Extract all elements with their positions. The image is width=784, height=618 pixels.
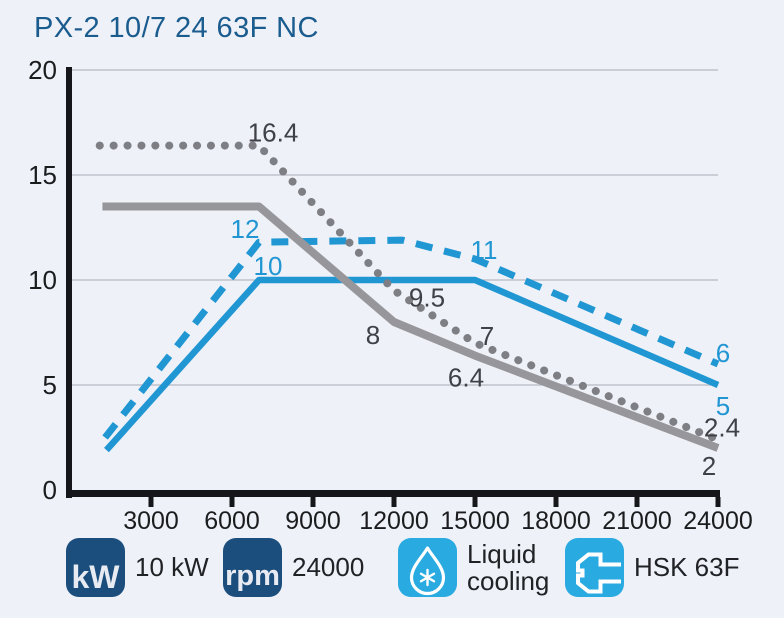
x-tick (229, 497, 235, 507)
rpm-badge-text: rpm (225, 560, 280, 592)
x-tick-label: 6000 (204, 507, 260, 535)
point-label: 11 (471, 235, 498, 265)
kw-badge-text: kW (72, 559, 121, 595)
point-label: 6.4 (448, 363, 484, 393)
y-tick-label: 20 (28, 55, 57, 85)
x-tick (715, 497, 721, 507)
liquid-cooling-icon (398, 538, 457, 597)
x-tick-label: 12000 (359, 507, 429, 535)
x-tick (391, 497, 397, 507)
power-value-label: 10 kW (135, 552, 209, 582)
point-label: 10 (254, 251, 283, 281)
spec-legend: kW 10 kW rpm 24000 Liquid cooling (0, 538, 784, 598)
x-tick-label: 9000 (285, 507, 341, 535)
series-blue-dashed (102, 236, 720, 440)
x-tick (634, 497, 640, 507)
x-tick-label: 24000 (683, 507, 753, 535)
x-tick (553, 497, 559, 507)
toolholder-label: HSK 63F (634, 552, 740, 582)
point-label: 5 (716, 391, 730, 421)
point-label: 2.4 (704, 413, 740, 443)
point-label: 9.5 (409, 283, 445, 313)
x-tick (472, 497, 478, 507)
y-axis (66, 67, 72, 498)
series-blue-solid (104, 276, 720, 453)
legend-item-speed: rpm 24000 (223, 538, 364, 597)
legend-item-power: kW 10 kW (66, 538, 209, 597)
hsk-toolholder-icon (565, 538, 624, 597)
x-tick-label: 3000 (123, 507, 179, 535)
point-label: 6 (716, 338, 730, 368)
point-label: 16.4 (248, 118, 299, 148)
y-tick-label: 10 (28, 265, 57, 295)
snowflake-icon (419, 568, 436, 587)
x-tick-label: 18000 (521, 507, 591, 535)
x-tick-label: 15000 (440, 507, 510, 535)
speed-value-label: 24000 (292, 552, 365, 582)
kw-badge-icon: kW (66, 538, 125, 597)
y-tick-label: 5 (43, 370, 57, 400)
point-label: 2 (702, 451, 716, 481)
x-tick (310, 497, 316, 507)
rpm-badge-icon: rpm (223, 538, 282, 597)
y-tick-label: 0 (43, 475, 57, 505)
y-tick-label: 15 (28, 160, 57, 190)
page-title: PX-2 10/7 24 63F NC (34, 12, 319, 44)
point-label: 7 (480, 321, 494, 351)
legend-item-cooling: Liquid cooling (398, 538, 549, 597)
series-gray-solid (102, 202, 720, 452)
x-axis (66, 490, 720, 497)
x-tick (148, 497, 154, 507)
power-torque-chart: 3000 6000 9000 12000 15000 18000 21000 24000 0 5 1… (28, 55, 753, 535)
point-label: 12 (231, 214, 260, 244)
point-label: 8 (366, 320, 380, 350)
series-gray-dotted (95, 141, 722, 444)
x-tick-label: 21000 (602, 507, 672, 535)
cooling-label: Liquid cooling (467, 538, 550, 596)
legend-item-toolholder: HSK 63F (565, 538, 740, 597)
